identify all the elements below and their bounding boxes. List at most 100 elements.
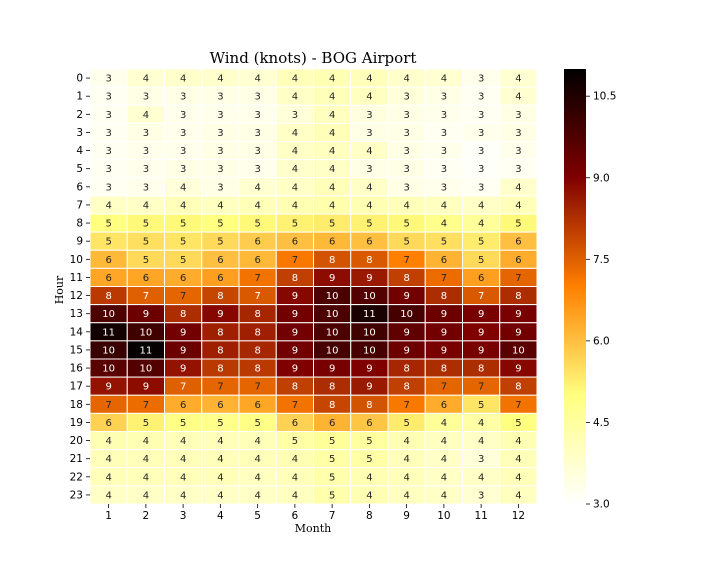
cell-value-label: 5	[478, 237, 484, 248]
cell-value-label: 4	[254, 490, 260, 501]
cell-value-label: 3	[366, 110, 372, 121]
cell-value-label: 4	[478, 436, 484, 447]
cell-value-label: 9	[515, 364, 521, 375]
cell-value-label: 4	[441, 436, 447, 447]
cell-value-label: 8	[217, 364, 223, 375]
colorbar	[564, 69, 586, 504]
cell-value-label: 4	[441, 454, 447, 465]
cell-value-label: 5	[329, 436, 335, 447]
cell-value-label: 3	[292, 110, 298, 121]
cell-value-label: 4	[329, 182, 335, 193]
cell-value-label: 4	[217, 74, 223, 85]
y-tick-label: 14	[70, 326, 84, 338]
cell-value-label: 3	[478, 92, 484, 103]
cell-value-label: 10	[400, 309, 413, 320]
cell-value-label: 4	[143, 110, 149, 121]
cell-value-label: 3	[217, 182, 223, 193]
cell-value-label: 4	[254, 454, 260, 465]
cell-value-label: 3	[105, 110, 111, 121]
cell-value-label: 5	[217, 237, 223, 248]
cell-value-label: 5	[254, 418, 260, 429]
cell-value-label: 6	[515, 255, 521, 266]
cell-value-label: 4	[292, 74, 298, 85]
cell-value-label: 3	[478, 164, 484, 175]
cell-value-label: 5	[180, 219, 186, 230]
cell-value-label: 4	[515, 472, 521, 483]
cell-value-label: 7	[515, 273, 521, 284]
cell-value-label: 6	[254, 237, 260, 248]
cell-value-label: 3	[105, 164, 111, 175]
y-tick-label: 8	[76, 218, 83, 230]
cell-value-label: 4	[292, 92, 298, 103]
x-tick-label: 12	[512, 510, 525, 522]
cell-value-label: 3	[143, 146, 149, 157]
cell-value-label: 11	[102, 327, 115, 338]
cell-value-label: 3	[105, 182, 111, 193]
y-tick-label: 15	[70, 344, 83, 356]
cell-value-label: 4	[254, 182, 260, 193]
cell-value-label: 3	[143, 128, 149, 139]
cell-value-label: 7	[143, 291, 149, 302]
colorbar-tick-label: 6.0	[593, 335, 610, 347]
cell-value-label: 3	[217, 146, 223, 157]
cell-value-label: 8	[329, 382, 335, 393]
cell-value-label: 9	[143, 382, 149, 393]
cell-value-label: 9	[403, 291, 409, 302]
cell-value-label: 3	[478, 146, 484, 157]
cell-value-label: 6	[105, 273, 111, 284]
cell-value-label: 4	[180, 490, 186, 501]
y-tick-label: 13	[70, 308, 83, 320]
y-tick-label: 18	[70, 399, 83, 411]
cell-value-label: 3	[478, 454, 484, 465]
cell-value-label: 10	[326, 345, 339, 356]
y-tick-label: 3	[76, 127, 83, 139]
x-tick-label: 4	[217, 510, 224, 522]
cell-value-label: 9	[292, 364, 298, 375]
cell-value-label: 6	[143, 273, 149, 284]
cell-value-label: 3	[217, 128, 223, 139]
heatmap-cells: 3 4 4 4 4 4 4 4 4 4 3 4 3 3 3 3 3 4 4 4 3 3 3 4 3 4 3 3 3 3 4 3 3 3 3 3 3 3 3 3…	[89, 68, 538, 505]
cell-value-label: 5	[366, 454, 372, 465]
cell-value-label: 4	[143, 454, 149, 465]
cell-value-label: 3	[441, 146, 447, 157]
cell-value-label: 4	[329, 74, 335, 85]
cell-value-label: 4	[329, 110, 335, 121]
x-tick-label: 10	[437, 510, 450, 522]
cell-value-label: 9	[366, 273, 372, 284]
cell-value-label: 8	[292, 273, 298, 284]
cell-value-label: 10	[326, 309, 339, 320]
cell-value-label: 3	[441, 92, 447, 103]
cell-value-label: 10	[102, 345, 115, 356]
cell-value-label: 9	[515, 309, 521, 320]
cell-value-label: 7	[292, 255, 298, 266]
cell-value-label: 8	[403, 364, 409, 375]
cell-value-label: 4	[329, 200, 335, 211]
cell-value-label: 6	[292, 237, 298, 248]
cell-value-label: 4	[292, 454, 298, 465]
cell-value-label: 8	[478, 364, 484, 375]
cell-value-label: 9	[292, 309, 298, 320]
cell-value-label: 3	[366, 164, 372, 175]
cell-value-label: 4	[478, 472, 484, 483]
cell-value-label: 4	[515, 182, 521, 193]
cell-value-label: 5	[403, 237, 409, 248]
cell-value-label: 5	[366, 436, 372, 447]
cell-value-label: 4	[366, 472, 372, 483]
cell-value-label: 5	[403, 418, 409, 429]
cell-value-label: 4	[254, 74, 260, 85]
cell-value-label: 4	[217, 490, 223, 501]
cell-value-label: 4	[292, 146, 298, 157]
cell-value-label: 4	[254, 472, 260, 483]
cell-value-label: 3	[217, 164, 223, 175]
x-axis-label: Month	[295, 522, 331, 535]
x-tick-label: 1	[105, 510, 112, 522]
cell-value-label: 7	[478, 291, 484, 302]
x-tick-label: 6	[292, 510, 299, 522]
cell-value-label: 4	[143, 74, 149, 85]
cell-value-label: 7	[292, 400, 298, 411]
cell-value-label: 6	[180, 400, 186, 411]
cell-value-label: 4	[441, 418, 447, 429]
cell-value-label: 3	[105, 146, 111, 157]
cell-value-label: 9	[105, 382, 111, 393]
